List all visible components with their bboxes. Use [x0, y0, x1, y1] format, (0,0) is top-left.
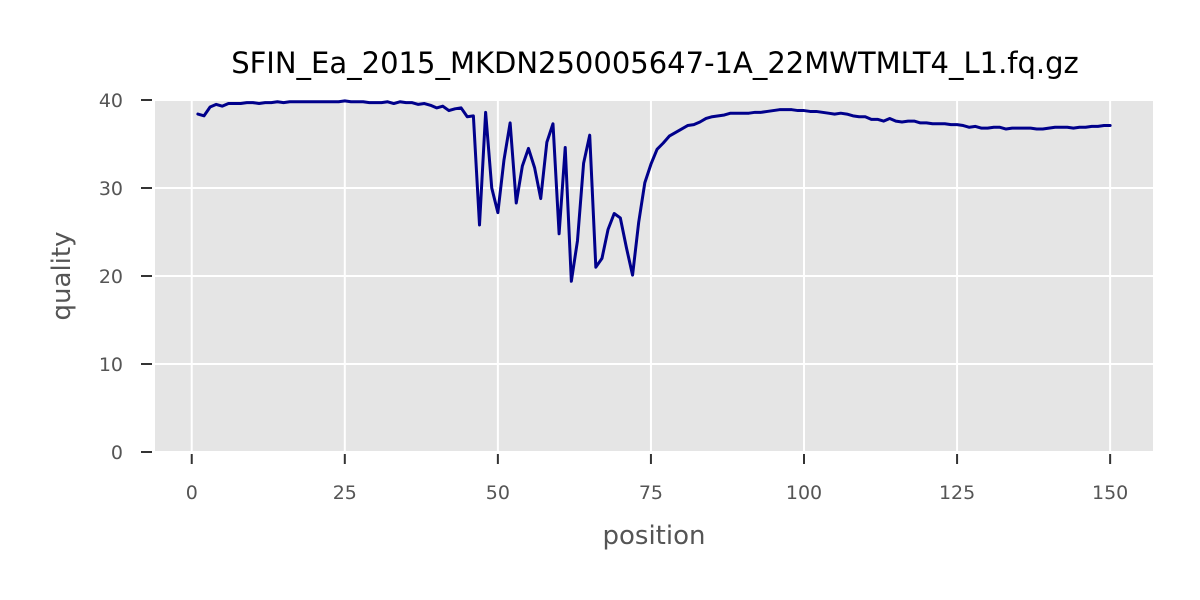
chart-title: SFIN_Ea_2015_MKDN250005647-1A_22MWTMLT4_…: [231, 46, 1079, 80]
x-tick-label: 100: [786, 482, 822, 504]
x-tick-label: 25: [333, 482, 357, 504]
y-tick-label: 30: [99, 178, 123, 200]
x-tick-label: 0: [186, 482, 198, 504]
grid-lines: [155, 99, 1153, 453]
y-tick-label: 40: [99, 90, 123, 112]
x-tick-label: 150: [1092, 482, 1128, 504]
x-tick-label: 50: [486, 482, 510, 504]
quality-series-line: [196, 99, 1112, 283]
x-tick-label: 125: [939, 482, 975, 504]
series-layer: [196, 99, 1112, 283]
y-tick-label: 20: [99, 266, 123, 288]
y-axis-label: quality: [47, 232, 77, 321]
x-tick-label: 75: [639, 482, 663, 504]
x-axis-label: position: [603, 521, 706, 551]
y-tick-label: 0: [111, 442, 123, 464]
y-tick-label: 10: [99, 354, 123, 376]
axis-ticks: 0 25 50 75 100 125 150 0 10 20 30 40: [99, 90, 1128, 504]
